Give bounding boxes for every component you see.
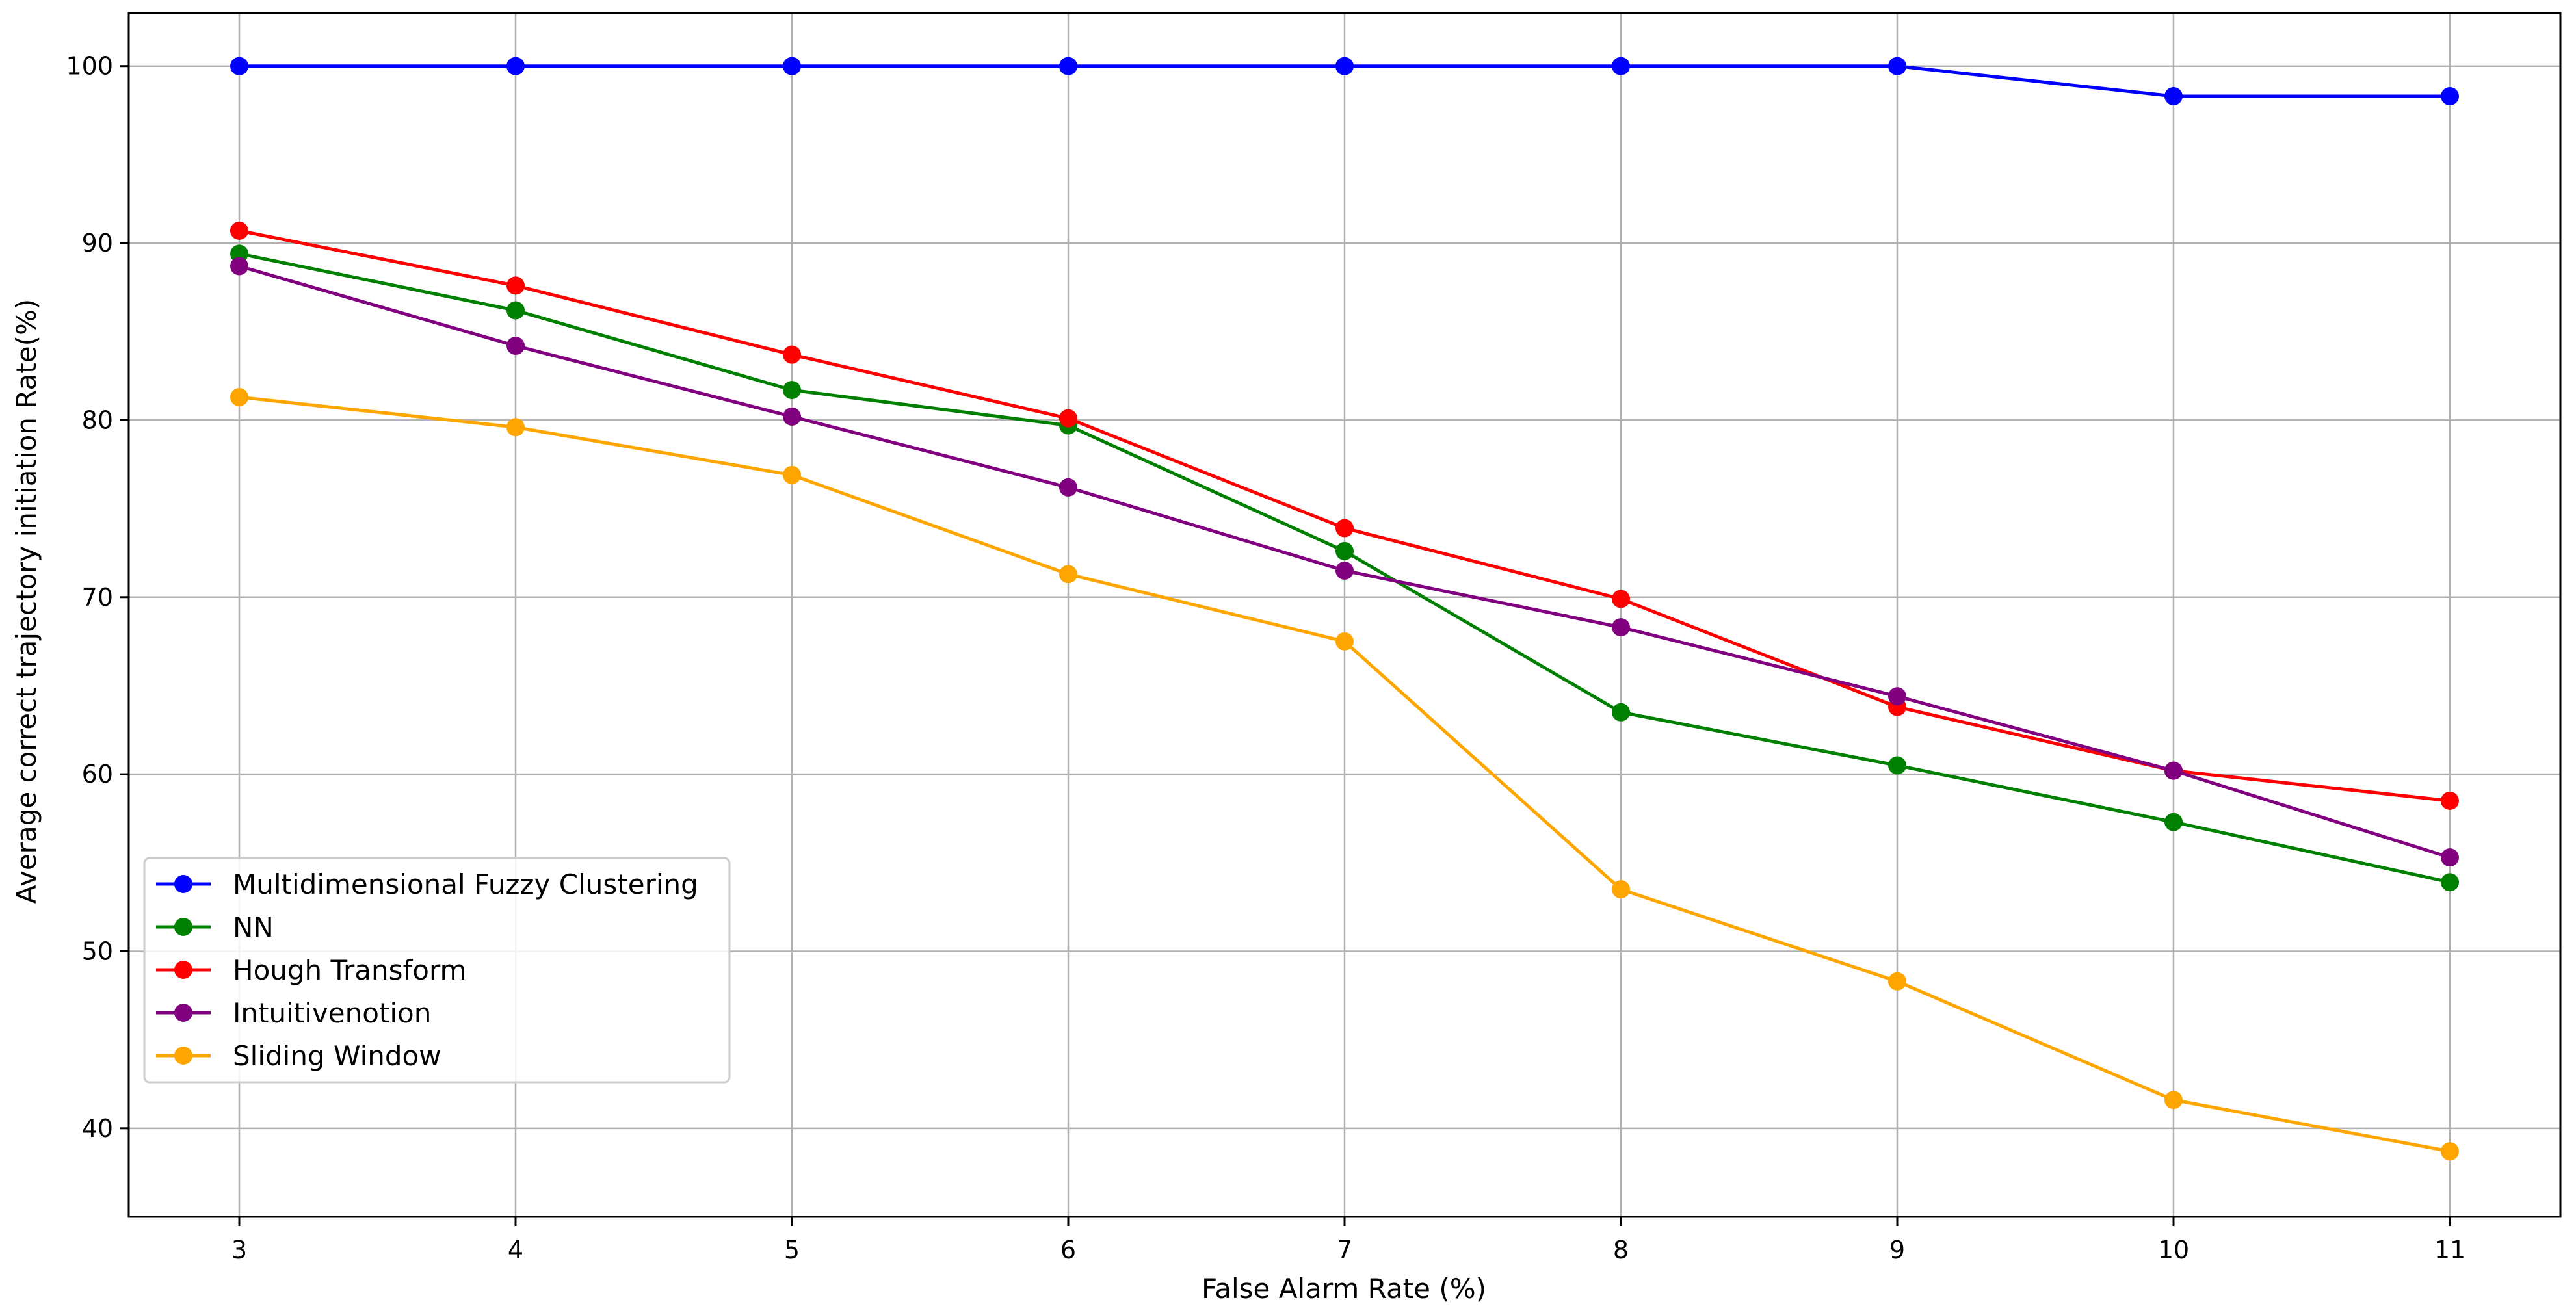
data-point [2441,791,2459,810]
data-point [1335,57,1354,75]
legend-marker [174,961,192,979]
x-tick-label: 4 [508,1236,523,1264]
legend-marker [174,875,192,893]
data-point [2164,1091,2183,1110]
legend-entry: NN [156,911,274,943]
x-tick-label: 11 [2434,1236,2465,1264]
x-tick-label: 5 [784,1236,800,1264]
data-point [230,388,248,407]
legend-entries: Multidimensional Fuzzy Clustering NN Hough… [156,868,698,1072]
series-0 [230,57,2459,106]
data-point [1059,478,1077,497]
legend-label: Intuitivenotion [233,997,431,1029]
data-point [2441,87,2459,106]
data-point [230,221,248,240]
data-point [1612,880,1630,899]
data-point [1335,541,1354,560]
y-tick-label: 80 [82,406,113,434]
legend-label: Hough Transform [233,954,466,986]
legend-marker [174,1004,192,1022]
y-axis-ticks: 40 50 60 70 80 90 100 [66,52,129,1143]
legend: Multidimensional Fuzzy Clustering NN Hough… [143,857,731,1084]
data-point [1059,565,1077,584]
data-point [230,257,248,276]
data-point [2164,87,2183,106]
data-point [2441,1142,2459,1161]
y-tick-label: 60 [82,760,113,788]
data-point [1612,57,1630,75]
data-point [506,418,525,437]
data-point [783,57,801,75]
data-point [1335,632,1354,651]
data-point [230,57,248,75]
x-axis-label: False Alarm Rate (%) [1202,1273,1486,1305]
data-point [1612,590,1630,608]
data-point [783,345,801,364]
y-tick-label: 50 [82,937,113,965]
x-tick-label: 8 [1613,1236,1629,1264]
legend-marker [174,918,192,936]
legend-label: Sliding Window [233,1040,441,1072]
data-point [1888,687,1906,706]
legend-entry: Intuitivenotion [156,997,431,1029]
legend-entry: Sliding Window [156,1040,441,1072]
legend-marker [174,1046,192,1065]
data-point [1888,756,1906,775]
data-point [2164,761,2183,780]
data-point [1612,618,1630,637]
data-point [506,301,525,320]
legend-entry: Hough Transform [156,954,466,986]
data-point [1335,519,1354,538]
data-point [2441,873,2459,892]
data-point [1059,57,1077,75]
y-tick-label: 70 [82,583,113,612]
y-tick-label: 40 [82,1114,113,1143]
y-axis-label: Average correct trajectory initiation Ra… [10,299,42,904]
data-point [506,57,525,75]
data-point [506,276,525,295]
data-point [1059,409,1077,428]
x-tick-label: 7 [1337,1236,1352,1264]
data-point [506,337,525,356]
series-3 [230,257,2459,867]
x-tick-label: 6 [1060,1236,1076,1264]
x-tick-label: 10 [2158,1236,2189,1264]
data-point [1335,561,1354,580]
data-point [783,465,801,484]
y-tick-label: 90 [82,229,113,257]
data-point [1888,972,1906,991]
legend-label: NN [233,911,274,943]
data-point [1888,57,1906,75]
data-point [783,381,801,400]
data-point [2441,848,2459,867]
x-axis-ticks: 3 4 5 6 7 8 9 10 11 [231,1217,2465,1264]
y-tick-label: 100 [66,52,113,81]
plot-series [230,57,2459,1161]
x-tick-label: 9 [1889,1236,1905,1264]
data-point [783,407,801,426]
x-tick-label: 3 [231,1236,247,1264]
series-4 [230,388,2459,1161]
legend-entry: Multidimensional Fuzzy Clustering [156,868,698,900]
data-point [1612,703,1630,722]
legend-box [143,857,731,1084]
legend-label: Multidimensional Fuzzy Clustering [233,868,698,900]
data-point [2164,812,2183,831]
